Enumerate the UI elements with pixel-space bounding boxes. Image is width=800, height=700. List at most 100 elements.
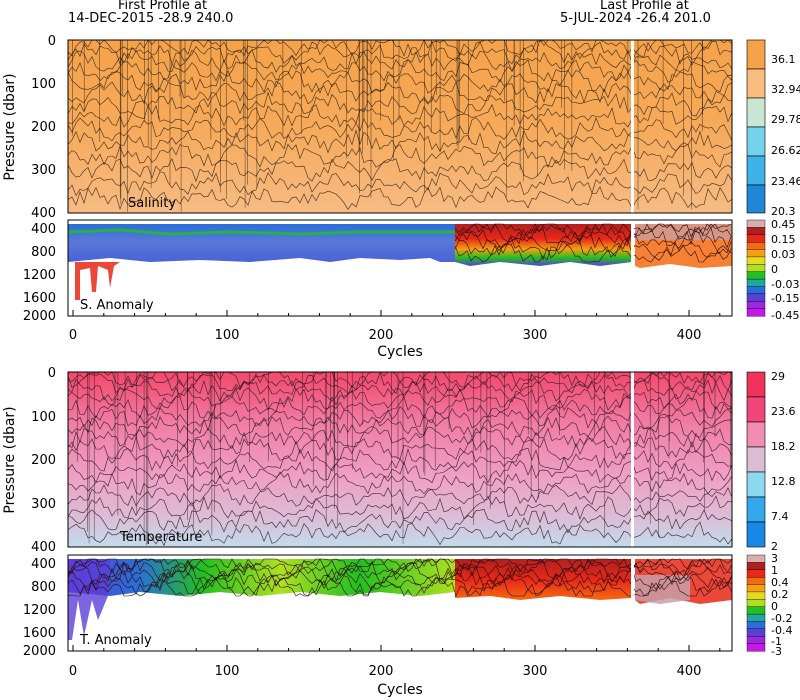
ytick-label: 1600 — [23, 626, 56, 641]
colorbar-label: -1 — [771, 635, 782, 648]
ytick-label: 200 — [31, 453, 56, 468]
xtick-label: 300 — [523, 664, 548, 679]
colorbar-swatch — [746, 554, 766, 563]
x-axis-title: Cycles — [377, 344, 423, 360]
anomaly-frame — [67, 219, 733, 317]
contour-line — [67, 378, 733, 402]
contour-line — [67, 558, 733, 574]
contour-line — [67, 567, 733, 592]
ytick-label: 300 — [31, 497, 56, 512]
ytick-label: 1200 — [23, 603, 56, 618]
colorbar-swatch — [746, 301, 766, 310]
colorbar-swatch — [746, 308, 766, 317]
anomaly-contours — [67, 558, 733, 597]
contour-line — [67, 406, 733, 430]
contour-line — [67, 521, 733, 547]
xtick-label: 100 — [215, 664, 240, 679]
colorbar-label: 0.15 — [771, 233, 796, 246]
contour-line — [67, 157, 733, 183]
colorbar-swatch — [746, 569, 766, 578]
y-axis-title: Pressure (dbar) — [2, 406, 18, 513]
contour-line — [67, 495, 733, 520]
anomaly-title: S. Anomaly — [80, 298, 154, 313]
colorbar-swatch — [746, 249, 766, 258]
contour-line — [67, 459, 733, 484]
xtick-label: 300 — [523, 328, 548, 343]
colorbar-label: -0.2 — [771, 612, 792, 625]
colorbar-swatch — [746, 278, 766, 288]
colorbar-swatch — [746, 184, 766, 214]
colorbar-label: 0.4 — [771, 576, 789, 589]
colorbar-swatch — [746, 126, 766, 157]
colorbar-swatch — [746, 271, 766, 280]
anomaly-contours — [454, 223, 732, 263]
contour-line — [67, 558, 733, 581]
salinity-anomaly-panel: S. Anomaly 400 800 1200 1600 2000 0 100 … — [23, 218, 800, 360]
colorbar-label: -0.03 — [771, 278, 799, 291]
contour-line — [67, 426, 733, 450]
data-gap — [631, 555, 634, 651]
temperature-title: Temperature — [119, 530, 202, 545]
contour-line — [454, 243, 732, 263]
ytick-label: 1600 — [23, 291, 56, 306]
colorbar-label: 0.2 — [771, 588, 789, 601]
colorbar-label: 36.1 — [771, 53, 796, 66]
colorbar-swatch — [746, 636, 766, 645]
colorbar-swatch — [746, 421, 766, 448]
anomaly-field-late — [455, 559, 632, 600]
colorbar-label: 23.6 — [771, 405, 796, 418]
contour-line — [67, 39, 733, 57]
first-profile-label: First Profile at — [118, 0, 207, 13]
contour-line — [67, 129, 733, 154]
anomaly-patch — [75, 262, 120, 300]
contour-line — [67, 562, 733, 587]
ytick-label: 800 — [31, 245, 56, 260]
x-axis-ticks — [72, 645, 721, 651]
colorbar-swatch — [746, 584, 766, 593]
colorbar-swatch — [746, 521, 766, 548]
ytick-label: 100 — [31, 410, 56, 425]
salinity-title: Salinity — [128, 196, 176, 211]
colorbar-label: -3 — [771, 645, 782, 658]
contour-line — [67, 80, 733, 105]
colorbar-label: 1 — [771, 564, 778, 577]
colorbar-swatch — [746, 227, 766, 236]
ytick-label: 400 — [31, 222, 56, 237]
colorbar-swatch — [746, 256, 766, 265]
colorbar-label: 0.45 — [771, 218, 796, 231]
xtick-label: 200 — [369, 664, 394, 679]
ytick-label: 2000 — [23, 309, 56, 324]
contour-line — [67, 143, 733, 169]
colorbar-label: -0.15 — [771, 292, 799, 305]
colorbar-swatch — [746, 446, 766, 473]
colorbar-label: 7.4 — [771, 510, 789, 523]
contour-line — [67, 483, 733, 507]
colorbar-label: 0 — [771, 600, 778, 613]
contour-line — [67, 104, 733, 128]
ytick-label: 300 — [31, 163, 56, 178]
colorbar-swatch — [746, 643, 766, 652]
colorbar-swatch — [746, 628, 766, 637]
contour-line — [454, 223, 732, 239]
contour-line — [67, 447, 733, 472]
colorbar-label: 0.03 — [771, 248, 796, 261]
colorbar-swatch — [746, 234, 766, 243]
data-gap — [631, 372, 634, 547]
colorbar-label: 20.3 — [771, 205, 796, 218]
ytick-label: 1200 — [23, 268, 56, 283]
colorbar-swatch — [746, 613, 766, 622]
salinity-panel: Salinity 0 100 200 300 400 Pressure (dba… — [2, 34, 800, 221]
contour-line — [454, 225, 732, 249]
colorbar-swatch — [746, 396, 766, 423]
contour-line — [454, 230, 732, 255]
contour-line — [67, 69, 733, 94]
colorbar-swatch — [746, 471, 766, 498]
temperature-frame — [67, 371, 733, 548]
temperature-colorbar: 29 23.6 18.2 12.8 7.4 2 — [746, 370, 796, 553]
last-profile-label: Last Profile at — [600, 0, 689, 13]
colorbar-label: 12.8 — [771, 475, 796, 488]
contour-line — [67, 395, 733, 419]
anomaly-patch — [635, 224, 732, 240]
colorbar-label: -0.45 — [771, 309, 799, 322]
first-profile-value: 14-DEC-2015 -28.9 240.0 — [68, 11, 233, 26]
